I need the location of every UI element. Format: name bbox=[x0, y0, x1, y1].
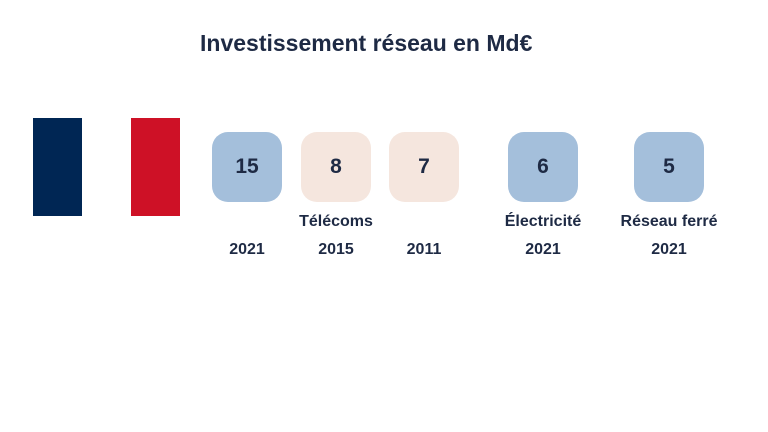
value-tile: 6 bbox=[508, 132, 578, 202]
flag-white-band bbox=[82, 118, 131, 216]
value-tile: 15 bbox=[212, 132, 282, 202]
year-label: 2021 bbox=[651, 241, 687, 258]
chart-title: Investissement réseau en Md€ bbox=[200, 30, 533, 56]
france-flag bbox=[33, 118, 180, 216]
category-label: Réseau ferré bbox=[620, 213, 718, 230]
year-label: 2011 bbox=[406, 241, 442, 258]
category-label: Télécoms bbox=[299, 213, 373, 230]
value-label: 8 bbox=[330, 155, 342, 178]
category-label: Électricité bbox=[504, 213, 582, 230]
value-label: 6 bbox=[537, 155, 549, 178]
year-label: 2021 bbox=[229, 241, 265, 258]
value-tile: 8 bbox=[301, 132, 371, 202]
flag-blue-band bbox=[33, 118, 82, 216]
flag-red-band bbox=[131, 118, 180, 216]
value-tile: 5 bbox=[634, 132, 704, 202]
value-label: 7 bbox=[418, 155, 430, 178]
value-label: 15 bbox=[235, 155, 259, 178]
value-tile: 7 bbox=[389, 132, 459, 202]
year-label: 2015 bbox=[318, 241, 354, 258]
value-label: 5 bbox=[663, 155, 675, 178]
year-label: 2021 bbox=[525, 241, 561, 258]
